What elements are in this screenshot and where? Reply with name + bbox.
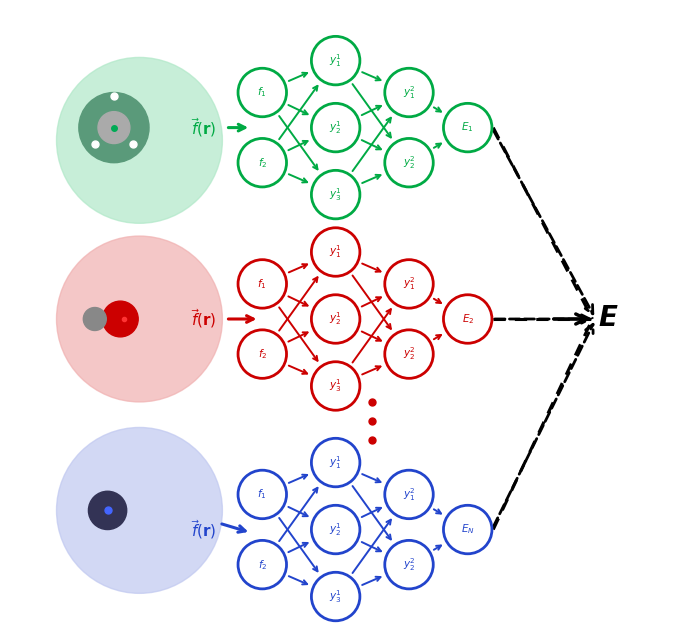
Text: $y_1^2$: $y_1^2$ <box>402 84 415 101</box>
Text: $f_2$: $f_2$ <box>258 558 267 572</box>
Text: $f_1$: $f_1$ <box>258 277 267 291</box>
Circle shape <box>79 93 149 163</box>
Text: $f_2$: $f_2$ <box>258 156 267 170</box>
Circle shape <box>88 491 127 530</box>
Circle shape <box>57 236 223 402</box>
Circle shape <box>83 308 106 330</box>
Text: $E_2$: $E_2$ <box>461 312 474 326</box>
Text: $y_2^2$: $y_2^2$ <box>402 346 415 362</box>
Text: $y_1^1$: $y_1^1$ <box>329 454 342 471</box>
Text: $\vec{f}(\mathbf{r})$: $\vec{f}(\mathbf{r})$ <box>190 518 216 541</box>
Text: $f_2$: $f_2$ <box>258 347 267 361</box>
Circle shape <box>98 112 130 144</box>
Text: $f_1$: $f_1$ <box>258 85 267 100</box>
Text: $\boldsymbol{E}$: $\boldsymbol{E}$ <box>598 306 619 332</box>
Text: $y_2^2$: $y_2^2$ <box>402 154 415 171</box>
Text: $y_1^1$: $y_1^1$ <box>329 244 342 260</box>
Text: $y_3^1$: $y_3^1$ <box>329 588 342 605</box>
Text: $y_2^1$: $y_2^1$ <box>329 311 342 327</box>
Text: $y_2^2$: $y_2^2$ <box>402 556 415 573</box>
Text: $y_3^1$: $y_3^1$ <box>329 186 342 203</box>
Text: $y_1^2$: $y_1^2$ <box>402 486 415 503</box>
Circle shape <box>57 427 223 593</box>
Text: $E_N$: $E_N$ <box>461 523 475 537</box>
Circle shape <box>102 301 138 337</box>
Circle shape <box>57 57 223 223</box>
Text: $y_2^1$: $y_2^1$ <box>329 119 342 136</box>
Text: $y_1^2$: $y_1^2$ <box>402 276 415 292</box>
Text: $f_1$: $f_1$ <box>258 487 267 501</box>
Text: $y_2^1$: $y_2^1$ <box>329 521 342 538</box>
Text: $y_1^1$: $y_1^1$ <box>329 52 342 69</box>
Text: $\vec{f}(\mathbf{r})$: $\vec{f}(\mathbf{r})$ <box>190 308 216 330</box>
Text: $E_1$: $E_1$ <box>461 121 474 135</box>
Text: $\vec{f}(\mathbf{r})$: $\vec{f}(\mathbf{r})$ <box>190 116 216 139</box>
Text: $y_3^1$: $y_3^1$ <box>329 378 342 394</box>
